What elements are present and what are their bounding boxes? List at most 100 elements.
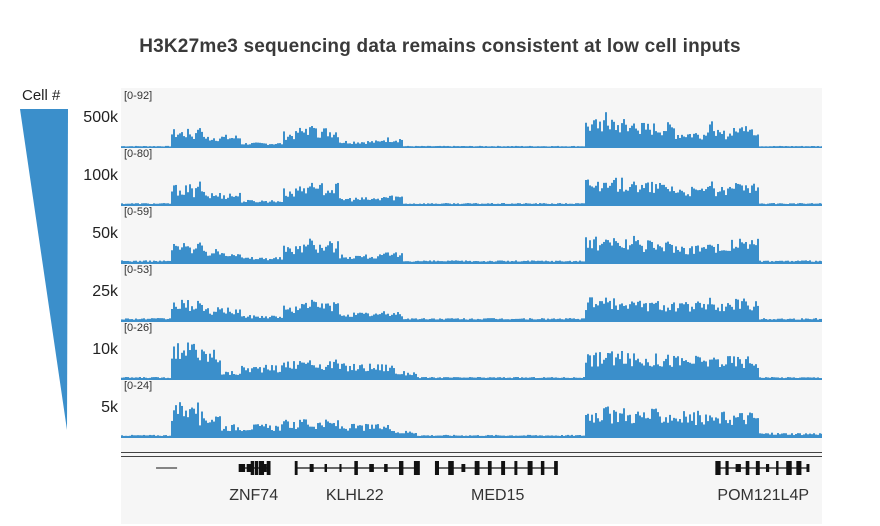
coverage-bar	[655, 184, 657, 205]
coverage-bar	[817, 434, 819, 437]
coverage-bar	[301, 362, 303, 379]
coverage-bar	[231, 196, 233, 205]
coverage-bar	[325, 193, 327, 205]
coverage-bar	[191, 136, 193, 147]
coverage-bar	[393, 313, 395, 321]
coverage-bar	[187, 417, 189, 437]
coverage-bar	[247, 199, 249, 205]
coverage-bar	[193, 309, 195, 321]
coverage-bar	[409, 319, 411, 321]
coverage-bar	[431, 203, 433, 205]
coverage-bar	[425, 260, 427, 263]
coverage-bar	[293, 421, 295, 437]
coverage-bar	[305, 128, 307, 147]
coverage-bar	[545, 146, 547, 147]
coverage-bar	[481, 377, 483, 379]
coverage-bar	[265, 143, 267, 147]
coverage-bar	[477, 261, 479, 263]
coverage-bar	[769, 434, 771, 437]
coverage-bar	[637, 411, 639, 437]
coverage-bar	[809, 203, 811, 205]
coverage-bar	[669, 191, 671, 205]
coverage-bar	[629, 245, 631, 263]
coverage-bar	[139, 204, 141, 205]
coverage-bar	[749, 309, 751, 321]
coverage-bar	[467, 319, 469, 321]
coverage-bar	[305, 302, 307, 321]
gene-exon	[354, 461, 358, 475]
coverage-bar	[601, 301, 603, 321]
coverage-bar	[297, 249, 299, 263]
coverage-bar	[409, 203, 411, 205]
coverage-bar	[769, 146, 771, 147]
coverage-bar	[819, 433, 821, 437]
coverage-bar	[121, 377, 123, 379]
coverage-bar	[587, 247, 589, 263]
coverage-bar	[671, 244, 673, 263]
coverage-bar	[177, 413, 179, 437]
coverage-bar	[599, 352, 601, 379]
coverage-bar	[175, 405, 177, 437]
coverage-bar	[751, 363, 753, 379]
coverage-bar	[411, 318, 413, 321]
gene-exon	[266, 461, 271, 475]
coverage-bar	[737, 183, 739, 205]
coverage-bar	[385, 427, 387, 437]
coverage-bar	[749, 244, 751, 263]
coverage-bar	[361, 364, 363, 379]
coverage-bar	[219, 254, 221, 263]
coverage-bar	[391, 314, 393, 321]
coverage-bar	[465, 319, 467, 321]
coverage-bar	[775, 319, 777, 321]
coverage-bar	[603, 120, 605, 147]
coverage-bar	[647, 182, 649, 205]
coverage-bar	[413, 372, 415, 379]
coverage-bar	[731, 306, 733, 321]
coverage-bar	[513, 146, 515, 147]
coverage-bar	[799, 433, 801, 437]
coverage-bar	[765, 204, 767, 205]
coverage-bar	[675, 418, 677, 437]
coverage-bar	[707, 304, 709, 321]
coverage-bar	[433, 203, 435, 205]
coverage-bar	[431, 261, 433, 263]
coverage-bar	[573, 377, 575, 379]
coverage-bar	[573, 435, 575, 437]
coverage-bar	[555, 203, 557, 205]
coverage-bar	[503, 319, 505, 321]
coverage-bar	[765, 377, 767, 379]
coverage-bar	[637, 301, 639, 321]
coverage-bar	[783, 378, 785, 379]
coverage-bar	[463, 318, 465, 321]
coverage-bar	[733, 309, 735, 321]
coverage-bar	[375, 140, 377, 147]
gene-exon	[384, 464, 388, 472]
coverage-bar	[461, 146, 463, 147]
coverage-bar	[649, 303, 651, 321]
coverage-bar	[471, 203, 473, 205]
track-range-label: [0-59]	[124, 206, 153, 218]
coverage-bar	[721, 364, 723, 379]
coverage-bar	[147, 146, 149, 147]
coverage-bar	[219, 138, 221, 147]
coverage-bar	[129, 203, 131, 205]
coverage-bar	[555, 260, 557, 263]
coverage-bar	[359, 199, 361, 205]
coverage-bar	[753, 135, 755, 147]
coverage-bar	[409, 146, 411, 147]
coverage-bar	[121, 203, 123, 205]
coverage-bar	[135, 203, 137, 205]
coverage-bar	[357, 199, 359, 205]
coverage-bar	[273, 144, 275, 147]
cell-count-label: 10k	[92, 341, 118, 358]
coverage-bar	[439, 377, 441, 379]
coverage-bar	[185, 246, 187, 263]
coverage-bar	[355, 143, 357, 147]
coverage-bar	[537, 260, 539, 263]
coverage-bar	[743, 131, 745, 147]
coverage-bar	[173, 346, 175, 379]
coverage-bar	[379, 200, 381, 205]
coverage-bar	[599, 301, 601, 321]
coverage-bar	[233, 314, 235, 321]
coverage-bar	[143, 145, 145, 147]
